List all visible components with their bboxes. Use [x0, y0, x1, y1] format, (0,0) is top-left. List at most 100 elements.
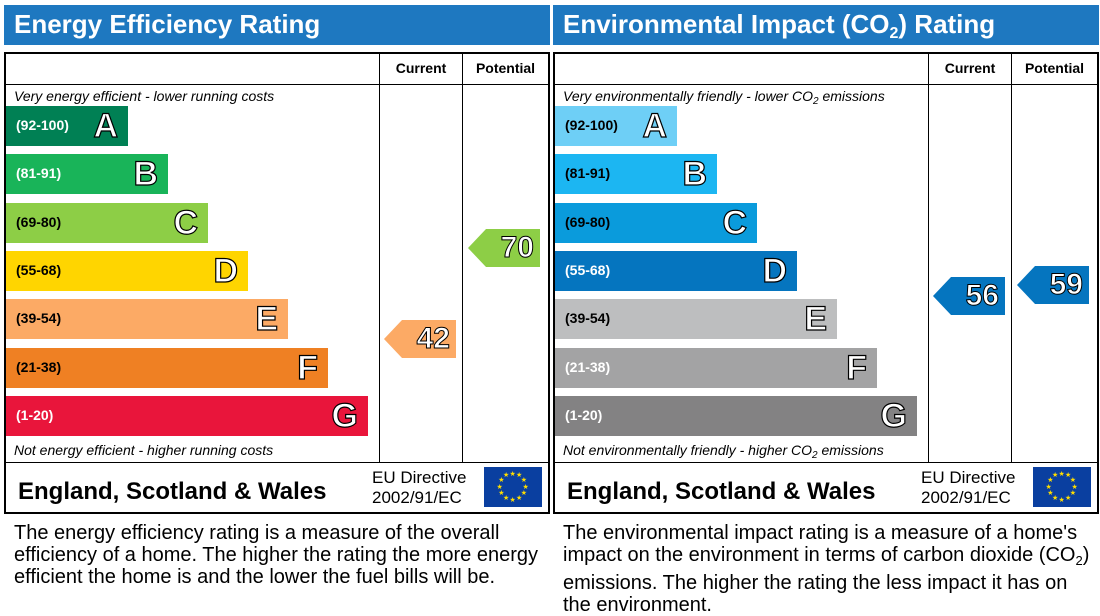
- star-icon: ★: [1058, 470, 1065, 478]
- description: The environmental impact rating is a mea…: [563, 522, 1093, 616]
- star-icon: ★: [1071, 483, 1078, 491]
- current-rating-value: 56: [965, 279, 999, 313]
- description: The energy efficiency rating is a measur…: [14, 522, 539, 588]
- directive-line-1: EU Directive: [372, 468, 467, 487]
- band-letter: F: [297, 348, 319, 387]
- band-letter: D: [213, 251, 239, 290]
- band-g: (1-20) G: [6, 395, 368, 436]
- column-divider: [379, 54, 380, 462]
- star-icon: ★: [1052, 472, 1059, 480]
- footer-divider: [555, 462, 1097, 463]
- chart-title: Energy Efficiency Rating: [14, 9, 321, 39]
- band-letter: C: [722, 203, 748, 242]
- title-text-end: ) Rating: [898, 9, 996, 39]
- band-e: (39-54) E: [6, 299, 288, 340]
- potential-rating-value: 70: [500, 230, 534, 264]
- current-column-header: Current: [944, 60, 996, 76]
- description-subscript: 2: [1075, 553, 1083, 568]
- band-range: (92-100): [16, 117, 69, 133]
- star-icon: ★: [1058, 496, 1065, 504]
- band-f: (21-38) F: [555, 347, 877, 388]
- band-range: (69-80): [16, 213, 62, 230]
- star-icon: ★: [522, 483, 529, 491]
- star-icon: ★: [520, 477, 528, 484]
- arrow-shape: [1017, 266, 1089, 305]
- panel-header: Energy Efficiency Rating: [4, 5, 550, 45]
- star-icon: ★: [1065, 494, 1072, 502]
- band-range: (69-80): [565, 213, 611, 230]
- band-letter: G: [880, 396, 908, 435]
- arrow-shape: [933, 277, 1005, 316]
- star-icon: ★: [520, 490, 528, 497]
- region-label: England, Scotland & Wales: [567, 478, 876, 505]
- header-divider: [555, 84, 1097, 85]
- energy-efficiency-panel: Energy Efficiency Rating Current Potenti…: [4, 0, 550, 616]
- potential-rating-arrow: 59: [1017, 266, 1089, 305]
- band-letter: G: [331, 396, 359, 435]
- note-subscript: 2: [812, 450, 818, 461]
- eu-flag-icon: ★ ★ ★ ★ ★ ★ ★ ★ ★ ★ ★ ★: [484, 467, 542, 507]
- band-range: (39-54): [565, 310, 611, 327]
- panel-header: Environmental Impact (CO2) Rating: [553, 5, 1099, 45]
- star-icon: ★: [1052, 494, 1059, 502]
- rating-frame: Current Potential Very energy efficient …: [4, 52, 550, 514]
- band-letter: E: [804, 300, 828, 339]
- star-icon: ★: [1045, 483, 1052, 491]
- band-a: (92-100) A: [6, 106, 128, 146]
- title-subscript: 2: [889, 25, 899, 42]
- star-icon: ★: [509, 470, 516, 478]
- band-letter: E: [255, 300, 279, 339]
- band-range: (1-20): [565, 406, 603, 423]
- star-icon: ★: [516, 472, 523, 480]
- region-label: England, Scotland & Wales: [18, 478, 327, 505]
- band-range: (55-68): [565, 261, 611, 278]
- note-text-end: emissions: [818, 88, 885, 104]
- band-b: (81-91) B: [6, 154, 168, 195]
- description-text: The environmental impact rating is a mea…: [563, 522, 1078, 566]
- band-a: (92-100) A: [555, 106, 677, 146]
- band-letter: A: [642, 106, 668, 145]
- band-letter: A: [93, 106, 119, 145]
- note-text: Not environmentally friendly - higher CO: [563, 442, 812, 458]
- eu-directive: EU Directive 2002/91/EC: [921, 468, 1015, 508]
- arrow-shape: [384, 319, 456, 358]
- rating-frame: Current Potential Very environmentally f…: [553, 52, 1099, 514]
- band-letter: D: [762, 251, 788, 290]
- band-letter: B: [682, 155, 708, 194]
- star-icon: ★: [1069, 477, 1077, 484]
- band-range: (21-38): [565, 358, 611, 375]
- band-f: (21-38) F: [6, 347, 328, 388]
- band-range: (39-54): [16, 310, 62, 327]
- band-e: (39-54) E: [555, 299, 837, 340]
- star-icon: ★: [516, 494, 523, 502]
- current-rating-value: 42: [416, 321, 450, 355]
- band-c: (69-80) C: [555, 202, 757, 243]
- directive-line-1: EU Directive: [921, 468, 1016, 487]
- star-icon: ★: [509, 496, 516, 504]
- band-c: (69-80) C: [6, 202, 208, 243]
- eu-flag-icon: ★ ★ ★ ★ ★ ★ ★ ★ ★ ★ ★ ★: [1033, 467, 1091, 507]
- band-range: (81-91): [565, 165, 611, 182]
- band-g: (1-20) G: [555, 395, 917, 436]
- band-range: (55-68): [16, 261, 62, 278]
- directive-line-2: 2002/91/EC: [921, 488, 1011, 507]
- potential-rating-value: 59: [1049, 268, 1083, 302]
- column-divider: [928, 54, 929, 462]
- band-range: (92-100): [565, 117, 618, 133]
- potential-rating-arrow: 70: [468, 228, 540, 267]
- bottom-note: Not environmentally friendly - higher CO…: [563, 442, 884, 461]
- directive-line-2: 2002/91/EC: [372, 488, 462, 507]
- band-b: (81-91) B: [555, 154, 717, 195]
- star-icon: ★: [1047, 490, 1054, 497]
- band-letter: C: [173, 203, 199, 242]
- potential-column-header: Potential: [1024, 60, 1085, 76]
- star-icon: ★: [1065, 472, 1072, 480]
- note-text: Very environmentally friendly - lower CO: [563, 88, 814, 104]
- eu-directive: EU Directive 2002/91/EC: [372, 468, 466, 508]
- current-column-header: Current: [395, 60, 447, 76]
- band-range: (1-20): [16, 406, 54, 423]
- band-letter: B: [133, 155, 159, 194]
- bottom-note: Not energy efficient - higher running co…: [14, 442, 274, 458]
- star-icon: ★: [498, 477, 505, 484]
- band-d: (55-68) D: [6, 250, 248, 291]
